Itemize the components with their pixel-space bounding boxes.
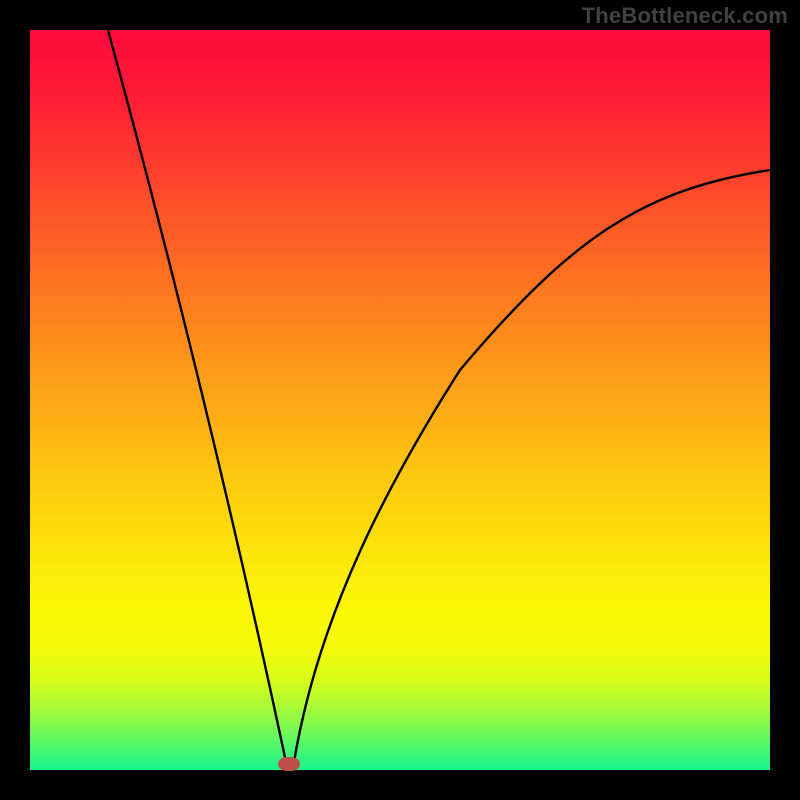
plot-area <box>30 30 770 770</box>
chart-svg <box>30 30 770 770</box>
watermark-text: TheBottleneck.com <box>582 3 788 29</box>
minimum-marker <box>278 757 300 771</box>
gradient-background <box>30 30 770 770</box>
